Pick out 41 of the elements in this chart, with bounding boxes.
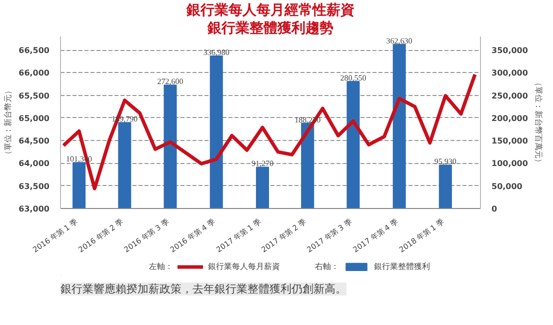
bar: [392, 44, 406, 208]
y-tick-label: 63,000: [18, 204, 50, 214]
bar: [164, 84, 177, 208]
y-tick-label: 65,000: [18, 114, 50, 123]
y-axis-title: （單位：新台幣元）: [4, 86, 13, 158]
bar: [438, 164, 452, 208]
data-label: 362,630: [386, 36, 412, 46]
y2-tick-label: 50,000: [492, 182, 523, 191]
y2-tick-label: 300,000: [492, 68, 528, 78]
y2-tick-label: 250,000: [492, 91, 528, 100]
y-tick-label: 65,500: [18, 91, 50, 100]
legend-label: 銀行業整體獲利: [374, 261, 430, 272]
y2-tick-label: 150,000: [492, 136, 528, 146]
bar: [118, 122, 132, 208]
y2-tick-label: 100,000: [492, 159, 528, 168]
y2-tick-label: 0: [492, 204, 498, 214]
bar: [256, 166, 269, 208]
bar: [301, 122, 314, 208]
data-label: 95,930: [434, 157, 456, 166]
legend-label: 銀行業每人每月薪資: [208, 261, 280, 272]
text: 銀行業響應賴揆加薪政策，去年銀行業整體獲利仍創新高。: [60, 282, 346, 296]
y2-tick-label: 350,000: [492, 46, 528, 56]
y-tick-label: 66,500: [18, 46, 50, 56]
y2-tick-label: 200,000: [492, 114, 528, 123]
data-label: 280,550: [340, 74, 366, 83]
text: 左軸：: [149, 261, 173, 272]
bar: [210, 55, 223, 208]
data-label: 272,600: [157, 77, 184, 86]
text: 右軸：: [315, 261, 339, 272]
y-tick-label: 66,000: [18, 68, 50, 78]
data-label: 336,980: [203, 48, 230, 57]
bar: [346, 81, 360, 208]
chart-title: 銀行業每人每月經常性薪資: [186, 2, 354, 18]
y-tick-label: 64,500: [18, 136, 50, 146]
y-tick-label: 63,500: [18, 182, 50, 191]
y-tick-label: 64,000: [18, 159, 50, 168]
bar: [72, 162, 86, 208]
chart-subtitle: 銀行業整體獲利趨勢: [206, 20, 334, 36]
line-series: [62, 72, 477, 190]
y2-axis-title: （單位：新台幣百萬元）: [534, 78, 543, 166]
data-label: 91,270: [251, 159, 274, 168]
